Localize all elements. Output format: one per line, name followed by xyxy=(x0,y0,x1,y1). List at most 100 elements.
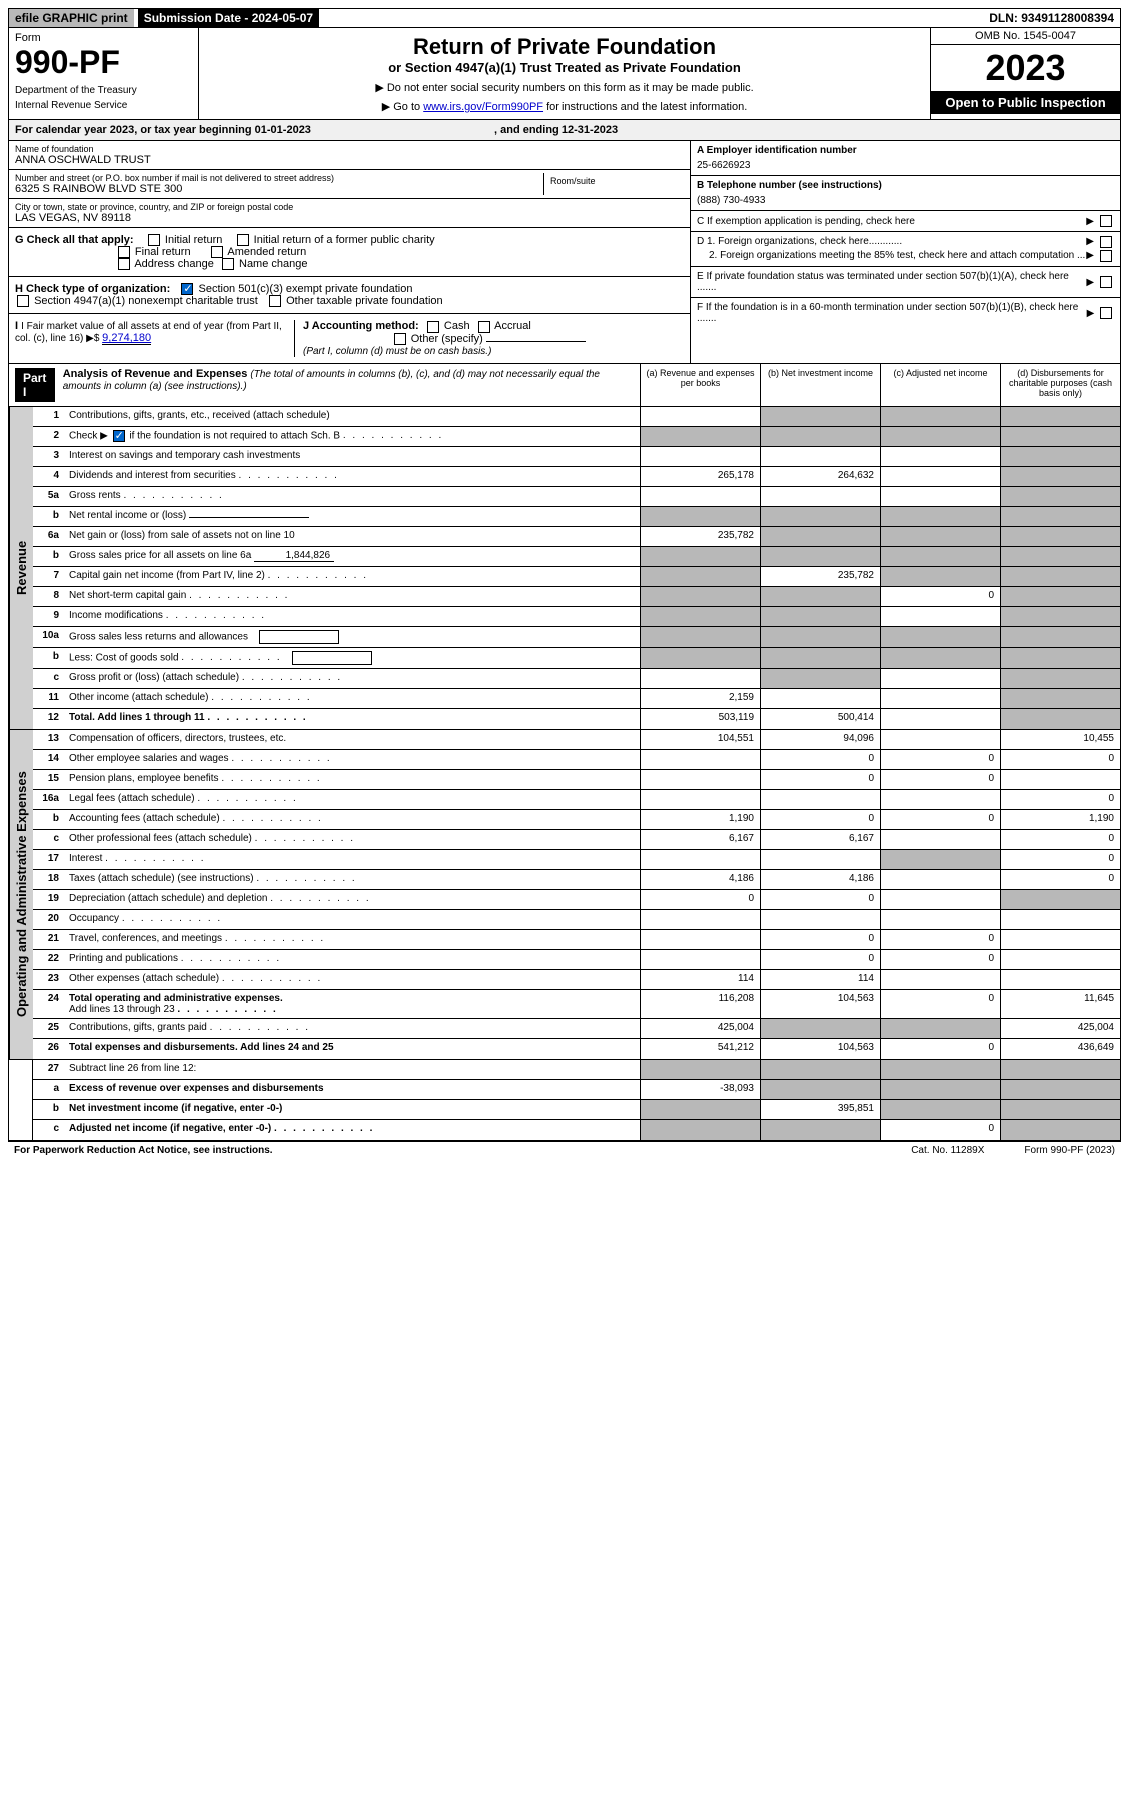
revenue-section: Revenue 1Contributions, gifts, grants, e… xyxy=(8,407,1121,730)
l14-b: 0 xyxy=(760,750,880,769)
l11-a: 2,159 xyxy=(640,689,760,708)
line-27c: cAdjusted net income (if negative, enter… xyxy=(33,1120,1120,1140)
e-checkbox[interactable] xyxy=(1100,276,1112,288)
cash-lbl: Cash xyxy=(444,320,470,332)
efile-label[interactable]: efile GRAPHIC print xyxy=(9,9,134,27)
line-15: 15Pension plans, employee benefits 00 xyxy=(33,770,1120,790)
amended-checkbox[interactable] xyxy=(211,246,223,258)
l16b-c: 0 xyxy=(880,810,1000,829)
info-right: A Employer identification number 25-6626… xyxy=(690,141,1120,363)
d-cell: D 1. Foreign organizations, check here..… xyxy=(691,232,1120,267)
j-label: J Accounting method: xyxy=(303,320,419,332)
cash-checkbox[interactable] xyxy=(427,321,439,333)
l8-c: 0 xyxy=(880,587,1000,606)
l22-b: 0 xyxy=(760,950,880,969)
l6b-desc: Gross sales price for all assets on line… xyxy=(65,547,640,566)
accrual-checkbox[interactable] xyxy=(478,321,490,333)
line-26: 26Total expenses and disbursements. Add … xyxy=(33,1039,1120,1059)
i-cell: I I Fair market value of all assets at e… xyxy=(15,320,295,356)
col-a-header: (a) Revenue and expenses per books xyxy=(640,364,760,406)
final-return-checkbox[interactable] xyxy=(118,246,130,258)
calendar-year-row: For calendar year 2023, or tax year begi… xyxy=(8,120,1121,141)
l24-c: 0 xyxy=(880,990,1000,1018)
line-6a: 6aNet gain or (loss) from sale of assets… xyxy=(33,527,1120,547)
room-label: Room/suite xyxy=(550,176,678,186)
d1-checkbox[interactable] xyxy=(1100,236,1112,248)
e-cell: E If private foundation status was termi… xyxy=(691,267,1120,298)
l4-b: 264,632 xyxy=(760,467,880,486)
l12-b: 500,414 xyxy=(760,709,880,729)
l25-a: 425,004 xyxy=(640,1019,760,1038)
address-cell: Number and street (or P.O. box number if… xyxy=(15,173,544,195)
l15-b: 0 xyxy=(760,770,880,789)
l2-desc: Check ▶ if the foundation is not require… xyxy=(65,427,640,446)
501c3-checkbox[interactable] xyxy=(181,283,193,295)
line27-body: 27Subtract line 26 from line 12: aExcess… xyxy=(33,1060,1120,1140)
l5b-desc: Net rental income or (loss) xyxy=(65,507,640,526)
l7-desc: Capital gain net income (from Part IV, l… xyxy=(65,567,640,586)
initial-return-checkbox[interactable] xyxy=(148,234,160,246)
initial-former-lbl: Initial return of a former public charit… xyxy=(254,234,435,246)
line-13: 13Compensation of officers, directors, t… xyxy=(33,730,1120,750)
l17-d: 0 xyxy=(1000,850,1120,869)
addr-change-checkbox[interactable] xyxy=(118,258,130,270)
addr-chg-lbl: Address change xyxy=(134,258,214,270)
c-cell: C If exemption application is pending, c… xyxy=(691,211,1120,232)
form-number: 990-PF xyxy=(15,44,192,81)
l25-d: 425,004 xyxy=(1000,1019,1120,1038)
c-checkbox[interactable] xyxy=(1100,215,1112,227)
note2-pre: ▶ Go to xyxy=(382,101,423,113)
phone-label: B Telephone number (see instructions) xyxy=(697,180,882,191)
line-14: 14Other employee salaries and wages 000 xyxy=(33,750,1120,770)
l16c-d: 0 xyxy=(1000,830,1120,849)
l27c-desc: Adjusted net income (if negative, enter … xyxy=(65,1120,640,1140)
line-10b: bLess: Cost of goods sold xyxy=(33,648,1120,669)
header-left: Form 990-PF Department of the Treasury I… xyxy=(9,28,199,119)
l10c-desc: Gross profit or (loss) (attach schedule) xyxy=(65,669,640,688)
info-left: Name of foundation ANNA OSCHWALD TRUST N… xyxy=(9,141,690,363)
e-label: E If private foundation status was termi… xyxy=(697,271,1086,293)
d2-checkbox[interactable] xyxy=(1100,250,1112,262)
line-5a: 5aGross rents xyxy=(33,487,1120,507)
schb-checkbox[interactable] xyxy=(113,430,125,442)
revenue-label: Revenue xyxy=(9,407,33,729)
i-value[interactable]: 9,274,180 xyxy=(102,332,151,345)
l14-c: 0 xyxy=(880,750,1000,769)
name-chg-lbl: Name change xyxy=(239,258,308,270)
inspection-label: Open to Public Inspection xyxy=(931,91,1120,114)
part1-title: Analysis of Revenue and Expenses xyxy=(63,368,248,380)
line-7: 7Capital gain net income (from Part IV, … xyxy=(33,567,1120,587)
l16a-desc: Legal fees (attach schedule) xyxy=(65,790,640,809)
initial-former-checkbox[interactable] xyxy=(237,234,249,246)
line27-section: 27Subtract line 26 from line 12: aExcess… xyxy=(8,1060,1121,1141)
note-ssn: ▶ Do not enter social security numbers o… xyxy=(205,81,924,94)
line-1: 1Contributions, gifts, grants, etc., rec… xyxy=(33,407,1120,427)
l11-desc: Other income (attach schedule) xyxy=(65,689,640,708)
other-method-checkbox[interactable] xyxy=(394,333,406,345)
l24-a: 116,208 xyxy=(640,990,760,1018)
4947-checkbox[interactable] xyxy=(17,295,29,307)
dln-label: DLN: 93491128008394 xyxy=(983,9,1120,27)
l15-desc: Pension plans, employee benefits xyxy=(65,770,640,789)
f-checkbox[interactable] xyxy=(1100,307,1112,319)
l6a-desc: Net gain or (loss) from sale of assets n… xyxy=(65,527,640,546)
form-link[interactable]: www.irs.gov/Form990PF xyxy=(423,101,543,113)
line-4: 4Dividends and interest from securities … xyxy=(33,467,1120,487)
name-change-checkbox[interactable] xyxy=(222,258,234,270)
room-cell: Room/suite xyxy=(544,173,684,195)
l13-d: 10,455 xyxy=(1000,730,1120,749)
l10a-desc: Gross sales less returns and allowances xyxy=(65,627,640,647)
l27a-desc: Excess of revenue over expenses and disb… xyxy=(65,1080,640,1099)
l1-desc: Contributions, gifts, grants, etc., rece… xyxy=(65,407,640,426)
line-24: 24Total operating and administrative exp… xyxy=(33,990,1120,1019)
top-bar: efile GRAPHIC print Submission Date - 20… xyxy=(8,8,1121,28)
line-5b: bNet rental income or (loss) xyxy=(33,507,1120,527)
l16b-a: 1,190 xyxy=(640,810,760,829)
d2-label: 2. Foreign organizations meeting the 85%… xyxy=(697,250,1085,262)
expenses-label: Operating and Administrative Expenses xyxy=(9,730,33,1059)
other-taxable-checkbox[interactable] xyxy=(269,295,281,307)
dept-irs: Internal Revenue Service xyxy=(15,100,192,111)
col-d-header: (d) Disbursements for charitable purpose… xyxy=(1000,364,1120,406)
line-16a: 16aLegal fees (attach schedule) 0 xyxy=(33,790,1120,810)
l21-c: 0 xyxy=(880,930,1000,949)
